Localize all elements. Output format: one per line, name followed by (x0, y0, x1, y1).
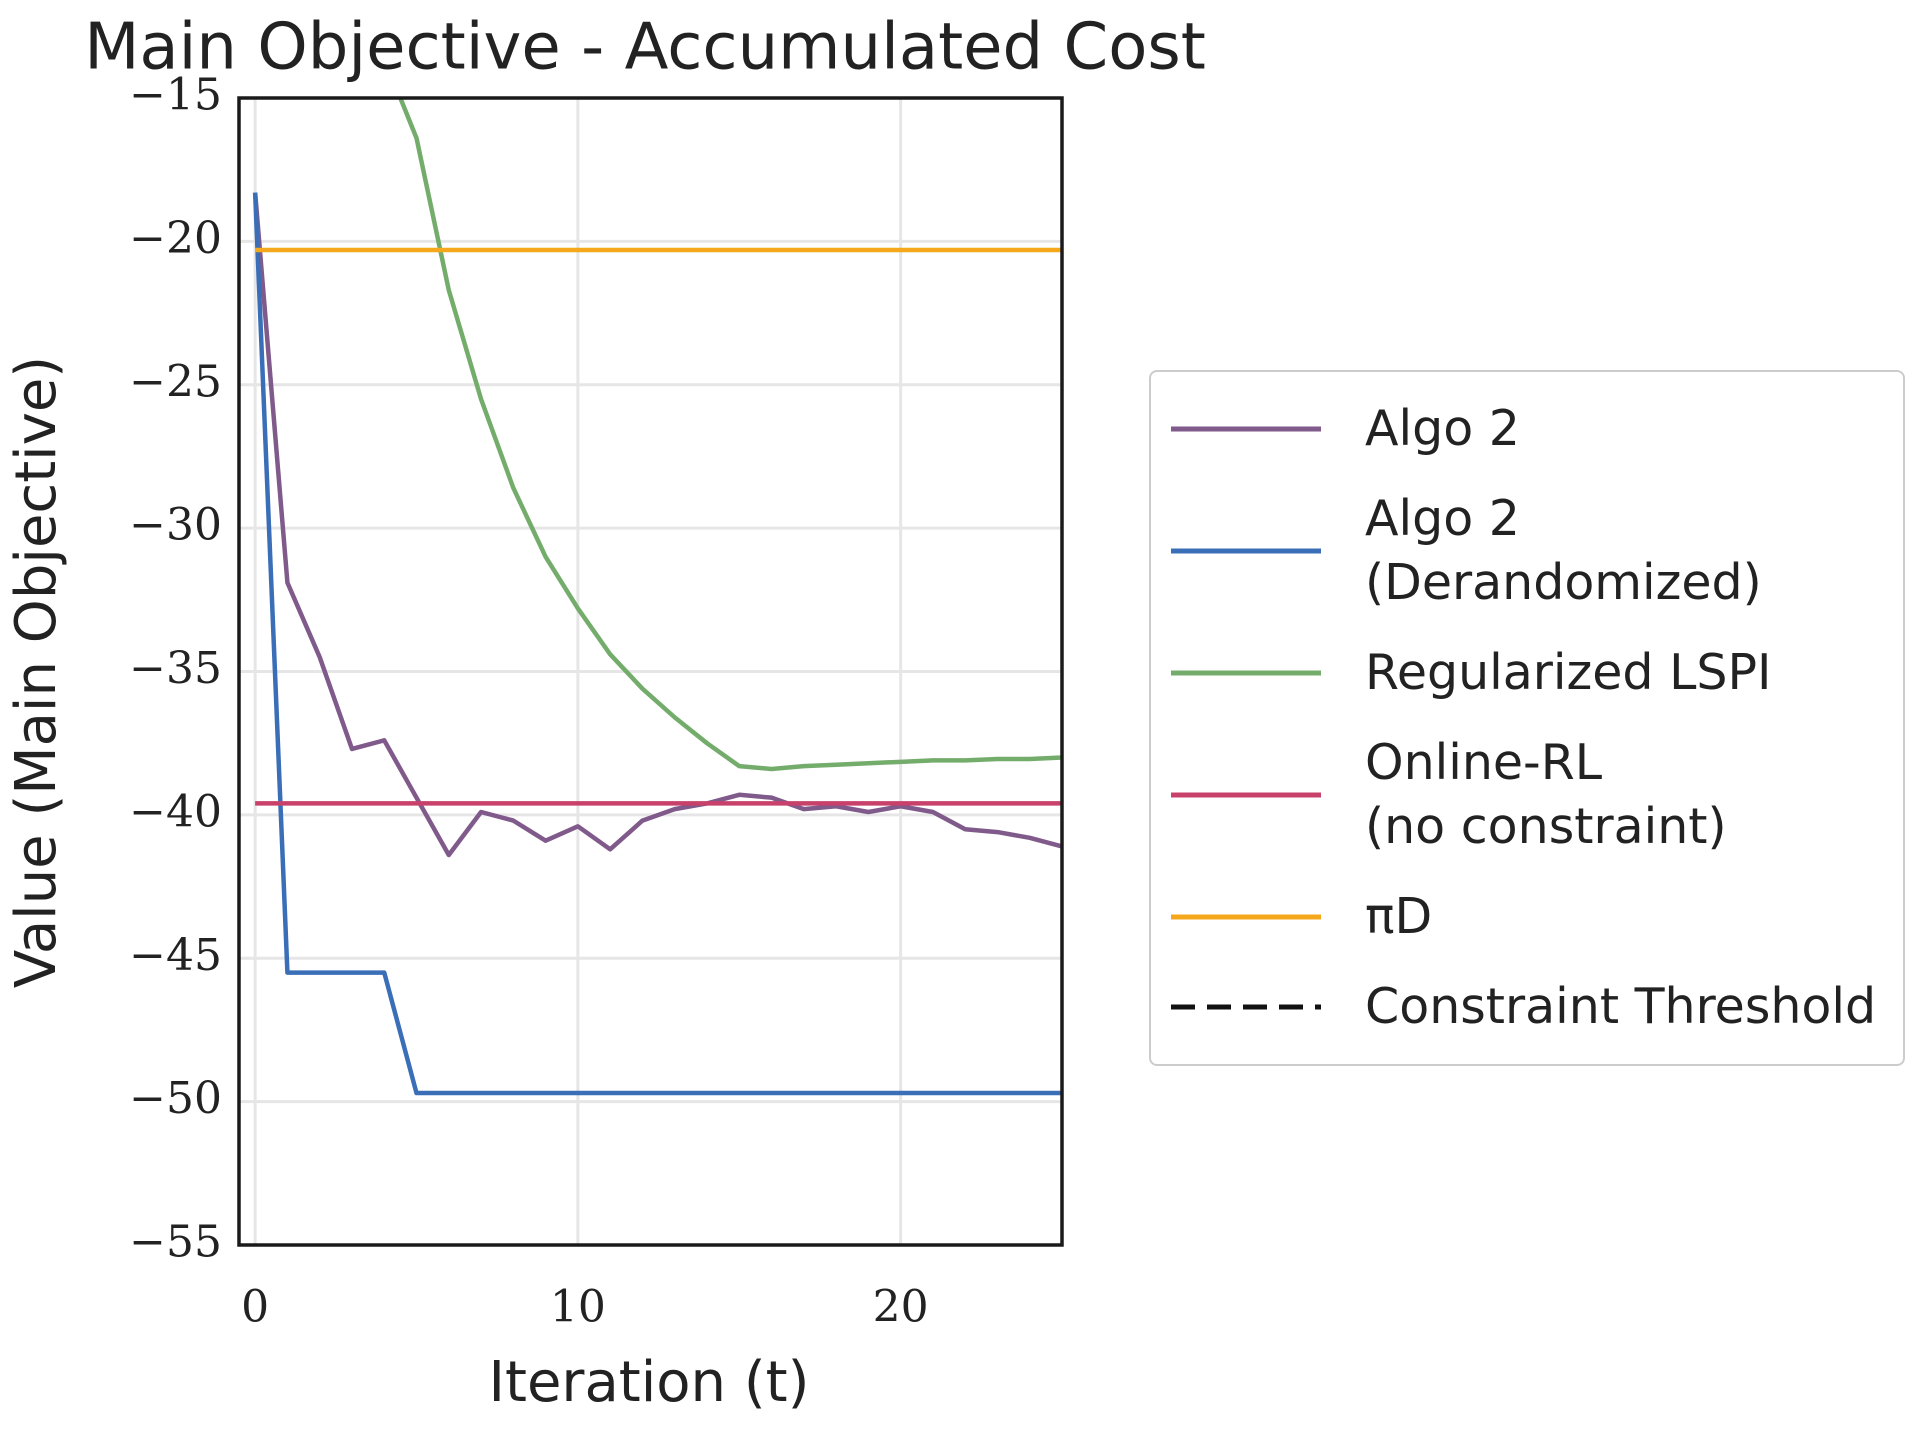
y-tick-label: −25 (129, 356, 222, 407)
x-axis-label: Iteration (t) (489, 1350, 810, 1415)
legend-label: Constraint Threshold (1365, 978, 1877, 1036)
y-tick-label: −15 (129, 70, 222, 121)
legend-label: Regularized LSPI (1365, 644, 1772, 702)
legend-swatch (1171, 792, 1321, 798)
plot-frame (237, 96, 1064, 1247)
y-tick-label: −55 (129, 1217, 222, 1268)
legend-entry: Algo 2 (Derandomized) (1151, 487, 1903, 614)
plot-lines (252, 98, 1062, 1096)
y-tick-label: −30 (129, 500, 222, 551)
grid (239, 96, 1062, 1247)
y-tick-label: −35 (129, 643, 222, 694)
y-tick-label: −50 (129, 1073, 222, 1124)
chart-title: Main Objective - Accumulated Cost (84, 11, 1206, 85)
y-tick-label: −40 (129, 786, 222, 837)
legend-swatch (1171, 426, 1321, 432)
x-tick-label: 20 (873, 1282, 929, 1333)
legend-swatch (1171, 670, 1321, 676)
legend-entry: Regularized LSPI (1151, 641, 1903, 705)
legend-label: Algo 2 (Derandomized) (1365, 490, 1762, 611)
y-tick-label: −45 (129, 930, 222, 981)
series-line (252, 192, 1062, 1096)
legend-entry: Constraint Threshold (1151, 975, 1903, 1039)
legend-entry: Online-RL (no constraint) (1151, 731, 1903, 858)
legend-label: πD (1365, 887, 1433, 945)
legend-swatch (1171, 1004, 1321, 1010)
x-tick-label: 0 (241, 1282, 269, 1333)
legend-entry: Algo 2 (1151, 397, 1903, 461)
x-tick-label: 10 (550, 1282, 606, 1333)
legend-entry: πD (1151, 885, 1903, 949)
series-line (397, 98, 1062, 772)
legend-swatch (1171, 548, 1321, 554)
legend-label: Online-RL (no constraint) (1365, 734, 1727, 855)
series-line (252, 192, 1062, 858)
legend-label: Algo 2 (1365, 400, 1520, 458)
y-tick-label: −20 (129, 213, 222, 264)
legend: Algo 2 Algo 2 (Derandomized) Regularized L… (1149, 370, 1905, 1066)
y-axis-label: Value (Main Objective) (4, 356, 69, 988)
legend-swatch (1171, 914, 1321, 920)
